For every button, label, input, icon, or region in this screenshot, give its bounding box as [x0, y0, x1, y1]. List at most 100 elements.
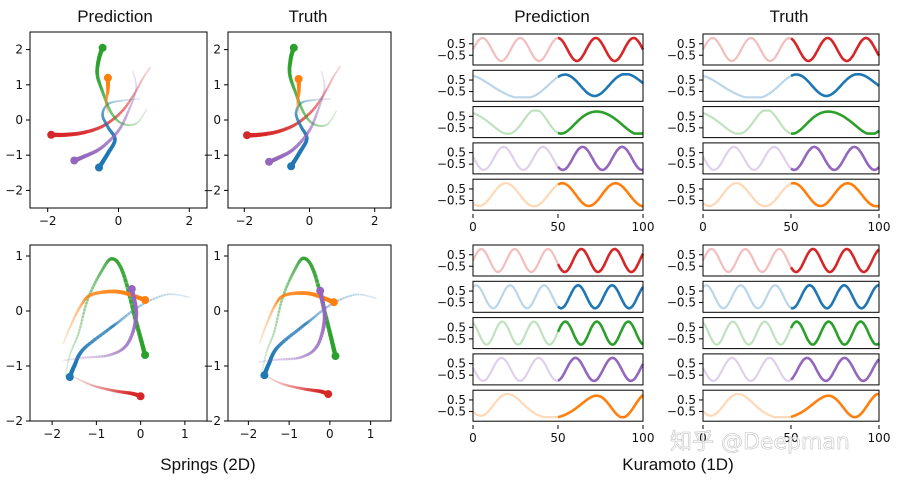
- trajectory-segment: [336, 68, 339, 72]
- trajectory-segment: [309, 123, 314, 129]
- trajectory-segment: [114, 117, 118, 121]
- trajectory-segment: [337, 298, 343, 302]
- x-tick-label: 100: [868, 431, 891, 445]
- axes-frame: [702, 106, 880, 139]
- trajectory-segment: [273, 327, 277, 333]
- trajectory-segment: [112, 351, 118, 356]
- input-series-line: [702, 36, 792, 63]
- trajectory-segment: [288, 274, 294, 280]
- trajectory-segment: [110, 352, 116, 356]
- trajectory-segment: [318, 309, 324, 314]
- x-tick-label: 0: [699, 431, 707, 445]
- input-series-line: [472, 320, 559, 346]
- trajectory-segment: [272, 330, 276, 335]
- trajectory-3: [62, 289, 150, 345]
- y-tick-label: −0.5: [667, 259, 696, 273]
- trajectory-segment: [163, 293, 169, 296]
- kuramoto-title-prediction: Prediction: [514, 7, 590, 26]
- trajectory-segment: [84, 295, 90, 300]
- trajectory-segment: [305, 113, 310, 118]
- trajectory-segment: [88, 289, 93, 296]
- trajectory-segment: [107, 101, 112, 105]
- trajectory-segment: [80, 301, 85, 306]
- trajectory-segment: [69, 349, 73, 354]
- trajectory-segment: [101, 264, 106, 270]
- trajectory-segment: [296, 119, 301, 124]
- trajectory-segment: [84, 301, 88, 308]
- trajectory-segment: [80, 319, 84, 325]
- y-tick-label: −0.5: [667, 404, 696, 418]
- trajectory-segment: [115, 112, 121, 118]
- trajectory-segment: [296, 104, 300, 108]
- x-tick-label: 100: [868, 220, 891, 234]
- trajectory-segment: [106, 120, 112, 125]
- trajectory-segment: [80, 315, 85, 322]
- output-series-line: [557, 356, 645, 383]
- trajectory-segment: [310, 108, 315, 113]
- trajectory-segment: [295, 262, 300, 268]
- x-tick-label: 100: [632, 220, 655, 234]
- trajectory-segment: [287, 276, 292, 283]
- y-tick-label: −0.5: [437, 259, 466, 273]
- trajectory-segment: [269, 377, 274, 381]
- trajectory-segment: [314, 312, 320, 318]
- x-tick-label: −2: [39, 214, 57, 228]
- y-tick-label: 0.5: [447, 73, 466, 87]
- trajectory-segment: [107, 105, 111, 111]
- x-tick-label: 0: [115, 214, 123, 228]
- trajectory-segment: [119, 109, 124, 115]
- trajectory-segment: [300, 117, 305, 122]
- trajectory-segment: [119, 347, 125, 352]
- trajectory-segment: [176, 293, 181, 297]
- trajectory-segment: [75, 334, 79, 340]
- trajectory-segment: [71, 317, 76, 323]
- oscillator-row-0: −0.50.5: [667, 244, 880, 277]
- output-series-line: [557, 36, 645, 63]
- trajectory-segment: [327, 121, 331, 125]
- trajectory-segment: [334, 110, 337, 114]
- trajectory-segment: [67, 326, 71, 331]
- trajectory-segment: [82, 380, 87, 384]
- trajectory-segment: [297, 103, 301, 107]
- trajectory-segment: [115, 129, 120, 134]
- trajectory-segment: [145, 70, 149, 74]
- trajectory-segment: [145, 108, 148, 112]
- trajectory-segment: [142, 112, 146, 116]
- trajectory-segment: [276, 313, 280, 320]
- trajectory-segment: [92, 384, 98, 388]
- trajectory-segment: [334, 72, 337, 75]
- trajectory-endpoint: [289, 43, 298, 52]
- trajectory-segment: [133, 91, 137, 96]
- trajectory-segment: [126, 101, 131, 106]
- y-tick-label: −0.5: [667, 332, 696, 346]
- y-tick-label: −2: [5, 414, 23, 428]
- trajectory-segment: [276, 380, 281, 384]
- trajectory-segment: [270, 308, 275, 313]
- trajectory-segment: [340, 297, 345, 301]
- trajectory-segment: [143, 110, 147, 114]
- y-tick-label: −1: [5, 359, 23, 373]
- trajectory-segment: [332, 74, 336, 78]
- trajectory-segment: [102, 263, 107, 269]
- trajectory-segment: [131, 94, 135, 99]
- y-tick-label: 1: [15, 78, 23, 92]
- trajectory-segment: [132, 95, 136, 100]
- trajectory-segment: [68, 351, 72, 356]
- trajectory-segment: [122, 118, 126, 124]
- x-tick-label: 0: [699, 220, 707, 234]
- trajectory-segment: [316, 311, 322, 316]
- trajectory-segment: [179, 294, 184, 297]
- trajectory-segment: [91, 283, 96, 290]
- trajectory-segment: [108, 352, 114, 357]
- trajectory-segment: [320, 94, 325, 99]
- y-tick-label: 0.5: [677, 182, 696, 196]
- trajectory-segment: [89, 286, 94, 293]
- trajectory-segment: [322, 77, 325, 82]
- trajectory-4: [265, 70, 326, 166]
- trajectory-segment: [106, 102, 111, 106]
- y-tick-label: −1: [203, 359, 221, 373]
- trajectory-segment: [315, 101, 320, 107]
- trajectory-segment: [322, 91, 327, 96]
- trajectory-segment: [265, 349, 268, 354]
- trajectory-segment: [285, 282, 290, 288]
